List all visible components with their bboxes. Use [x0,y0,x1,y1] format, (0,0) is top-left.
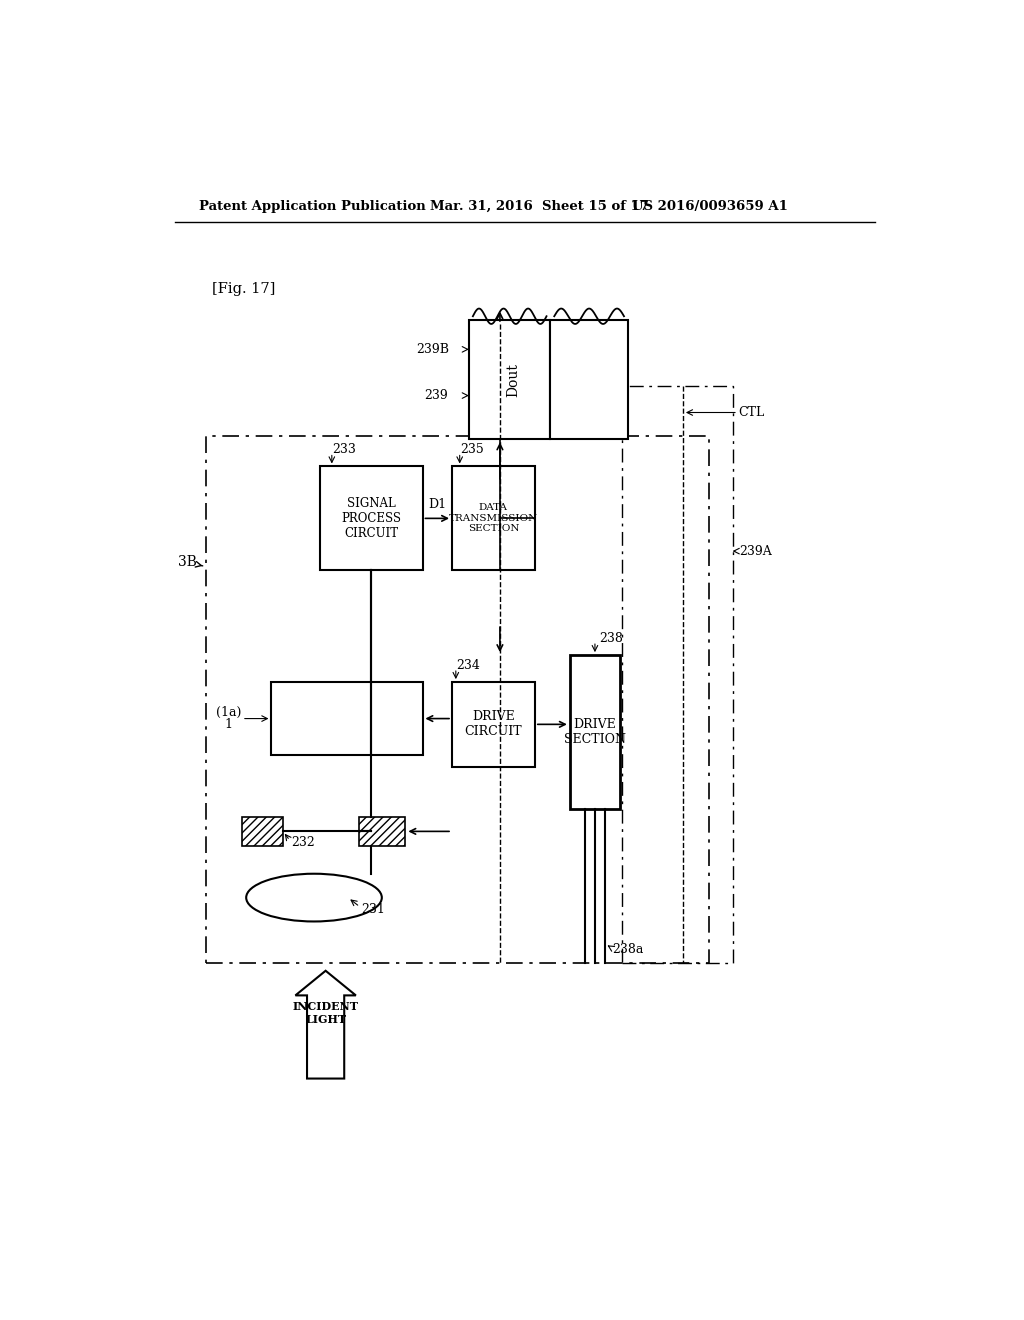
Text: [Fig. 17]: [Fig. 17] [212,282,275,296]
Text: 231: 231 [361,903,385,916]
Text: US 2016/0093659 A1: US 2016/0093659 A1 [632,199,787,213]
Bar [271,682,423,755]
Bar [452,682,535,767]
Bar [242,817,283,846]
Text: INCIDENT
LIGHT: INCIDENT LIGHT [293,1001,358,1026]
Text: 3B: 3B [178,556,203,569]
Text: SIGNAL
PROCESS
CIRCUIT: SIGNAL PROCESS CIRCUIT [341,496,401,540]
Bar [569,655,621,809]
Text: CTL: CTL [738,407,765,418]
Text: 1: 1 [224,718,232,731]
Bar [469,321,550,440]
Text: 239: 239 [424,389,447,403]
Bar [623,385,732,964]
Text: 233: 233 [332,444,355,455]
Text: DRIVE
SECTION: DRIVE SECTION [564,718,626,746]
Text: Patent Application Publication: Patent Application Publication [200,199,426,213]
Text: 232: 232 [291,837,314,850]
Bar [452,466,535,570]
Text: DRIVE
CIRCUIT: DRIVE CIRCUIT [465,710,522,738]
Bar [206,436,710,964]
Bar [550,321,628,440]
Text: 238a: 238a [612,942,643,956]
Text: 235: 235 [460,444,483,455]
Ellipse shape [246,874,382,921]
Text: (1a): (1a) [216,706,242,719]
Text: DATA
TRANSMISSION
SECTION: DATA TRANSMISSION SECTION [449,503,538,533]
Bar [321,466,423,570]
Text: Dout: Dout [507,363,520,397]
Text: 239A: 239A [738,545,771,557]
Bar [359,817,406,846]
Text: 239B: 239B [417,343,450,356]
Text: 238: 238 [599,631,623,644]
FancyArrow shape [295,970,356,1078]
Text: 234: 234 [456,659,479,672]
Text: Mar. 31, 2016  Sheet 15 of 17: Mar. 31, 2016 Sheet 15 of 17 [430,199,649,213]
Text: D1: D1 [428,499,446,511]
